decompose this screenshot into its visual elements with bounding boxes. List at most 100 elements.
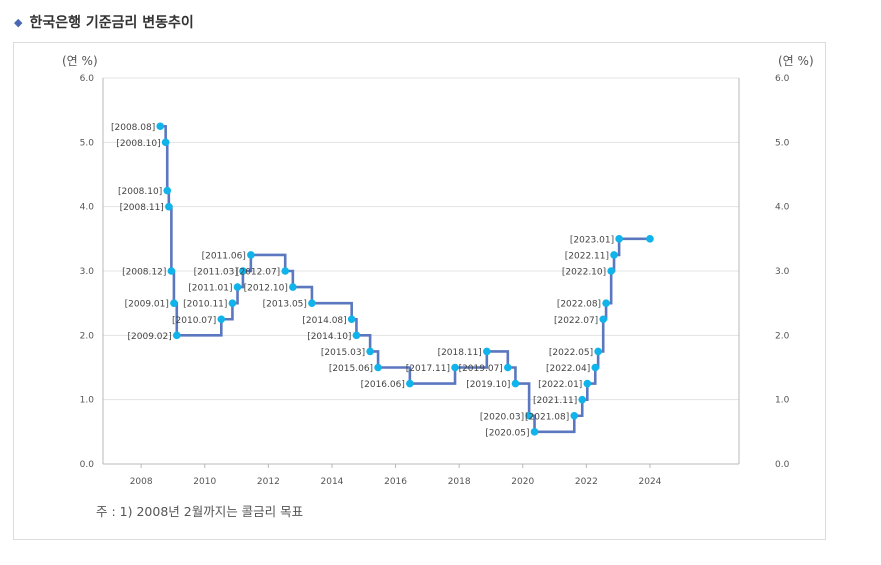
data-point <box>172 331 181 340</box>
data-label: [2011.06] <box>202 251 246 261</box>
data-label: [2008.08] <box>111 123 155 133</box>
footnote: 주 : 1) 2008년 2월까지는 콜금리 목표 <box>96 504 304 519</box>
data-point <box>289 283 297 291</box>
x-tick-label: 2024 <box>639 477 662 487</box>
data-label: [2022.08] <box>557 300 601 310</box>
y-tick-label-right: 0.0 <box>775 460 790 470</box>
y-tick-label-left: 3.0 <box>80 267 95 277</box>
data-point <box>165 202 173 211</box>
data-point <box>607 267 615 275</box>
data-label: [2022.10] <box>562 268 606 278</box>
data-point <box>163 186 172 195</box>
data-point <box>530 428 539 436</box>
data-point <box>406 379 414 388</box>
page-title: 한국은행 기준금리 변동추이 <box>29 15 194 31</box>
data-point <box>308 299 316 307</box>
y-tick-label-left: 0.0 <box>80 460 95 470</box>
data-label: [2008.12] <box>122 268 166 278</box>
data-point <box>583 379 592 388</box>
data-point <box>602 299 610 307</box>
data-label: [2011.01] <box>188 284 232 294</box>
data-point <box>570 411 579 420</box>
data-label: [2009.01] <box>125 300 169 310</box>
data-point <box>217 315 226 324</box>
x-tick-label: 2020 <box>511 477 534 487</box>
data-point <box>366 347 374 356</box>
data-point <box>591 363 600 372</box>
y-tick-label-right: 3.0 <box>775 267 790 277</box>
data-point <box>578 395 587 404</box>
data-point <box>239 267 247 275</box>
x-tick-label: 2018 <box>448 477 471 487</box>
x-tick-label: 2008 <box>130 477 153 487</box>
data-label: [2020.05] <box>485 428 529 438</box>
data-point <box>170 299 178 307</box>
data-label: [2012.07] <box>236 268 280 278</box>
data-label: [2011.03] <box>194 268 238 278</box>
data-point <box>483 347 491 356</box>
data-label: [2009.02] <box>128 332 172 342</box>
data-label: [2020.03] <box>480 412 524 422</box>
data-label: [2022.01] <box>538 380 582 390</box>
data-label: [2008.10] <box>118 187 162 197</box>
data-point <box>525 411 533 420</box>
y-tick-label-right: 6.0 <box>775 74 790 84</box>
data-point <box>228 299 237 307</box>
data-label: [2018.11] <box>438 348 482 358</box>
data-label: [2017.11] <box>406 364 450 374</box>
x-tick-label: 2022 <box>575 477 598 487</box>
series-line <box>160 124 650 434</box>
y-tick-label-right: 5.0 <box>775 138 790 148</box>
data-point <box>451 363 459 372</box>
data-point <box>281 267 290 275</box>
y-tick-label-left: 1.0 <box>80 396 95 406</box>
data-point <box>167 267 176 275</box>
data-label: [2008.10] <box>116 139 160 149</box>
title-row: ◆ 한국은행 기준금리 변동추이 <box>14 12 194 32</box>
data-label: [2022.05] <box>549 348 593 358</box>
data-point <box>156 122 165 131</box>
y-tick-label-right: 2.0 <box>775 331 790 341</box>
y-tick-label-right: 4.0 <box>775 203 790 213</box>
data-point <box>247 251 255 259</box>
chart-panel <box>13 42 826 540</box>
data-label: [2022.11] <box>565 251 609 261</box>
data-label: [2015.03] <box>321 348 365 358</box>
data-label: [2010.07] <box>172 316 216 326</box>
data-label: [2019.10] <box>466 380 510 390</box>
x-tick-label: 2014 <box>321 477 344 487</box>
data-label: [2014.08] <box>302 316 346 326</box>
y-axis-label-right: (연 %) <box>778 54 814 68</box>
data-point <box>594 347 602 356</box>
data-point <box>615 235 623 243</box>
x-tick-label: 2010 <box>193 477 216 487</box>
data-label: [2023.01] <box>570 235 614 245</box>
data-label: [2022.04] <box>546 364 590 374</box>
data-label: [2014.10] <box>307 332 351 342</box>
data-point <box>610 251 618 259</box>
data-label: [2012.10] <box>244 284 288 294</box>
y-tick-label-left: 2.0 <box>80 331 95 341</box>
y-tick-label-left: 5.0 <box>80 138 95 148</box>
data-point <box>599 315 608 324</box>
diamond-icon: ◆ <box>14 15 23 29</box>
y-axis-label-left: (연 %) <box>62 54 98 68</box>
data-point <box>352 331 361 340</box>
data-label: [2010.11] <box>183 300 227 310</box>
data-label: [2019.07] <box>459 364 503 374</box>
data-label: [2021.11] <box>533 396 577 406</box>
data-point <box>161 138 170 147</box>
data-point <box>233 283 242 291</box>
data-point <box>374 363 382 372</box>
data-label: [2021.08] <box>525 412 569 422</box>
data-point <box>511 379 520 388</box>
x-tick-label: 2012 <box>257 477 280 487</box>
data-label: [2008.11] <box>120 203 164 213</box>
data-label: [2013.05] <box>263 300 307 310</box>
x-tick-label: 2016 <box>384 477 407 487</box>
data-point <box>347 315 356 324</box>
data-point <box>646 235 654 243</box>
y-tick-label-left: 6.0 <box>80 74 95 84</box>
data-label: [2015.06] <box>329 364 373 374</box>
